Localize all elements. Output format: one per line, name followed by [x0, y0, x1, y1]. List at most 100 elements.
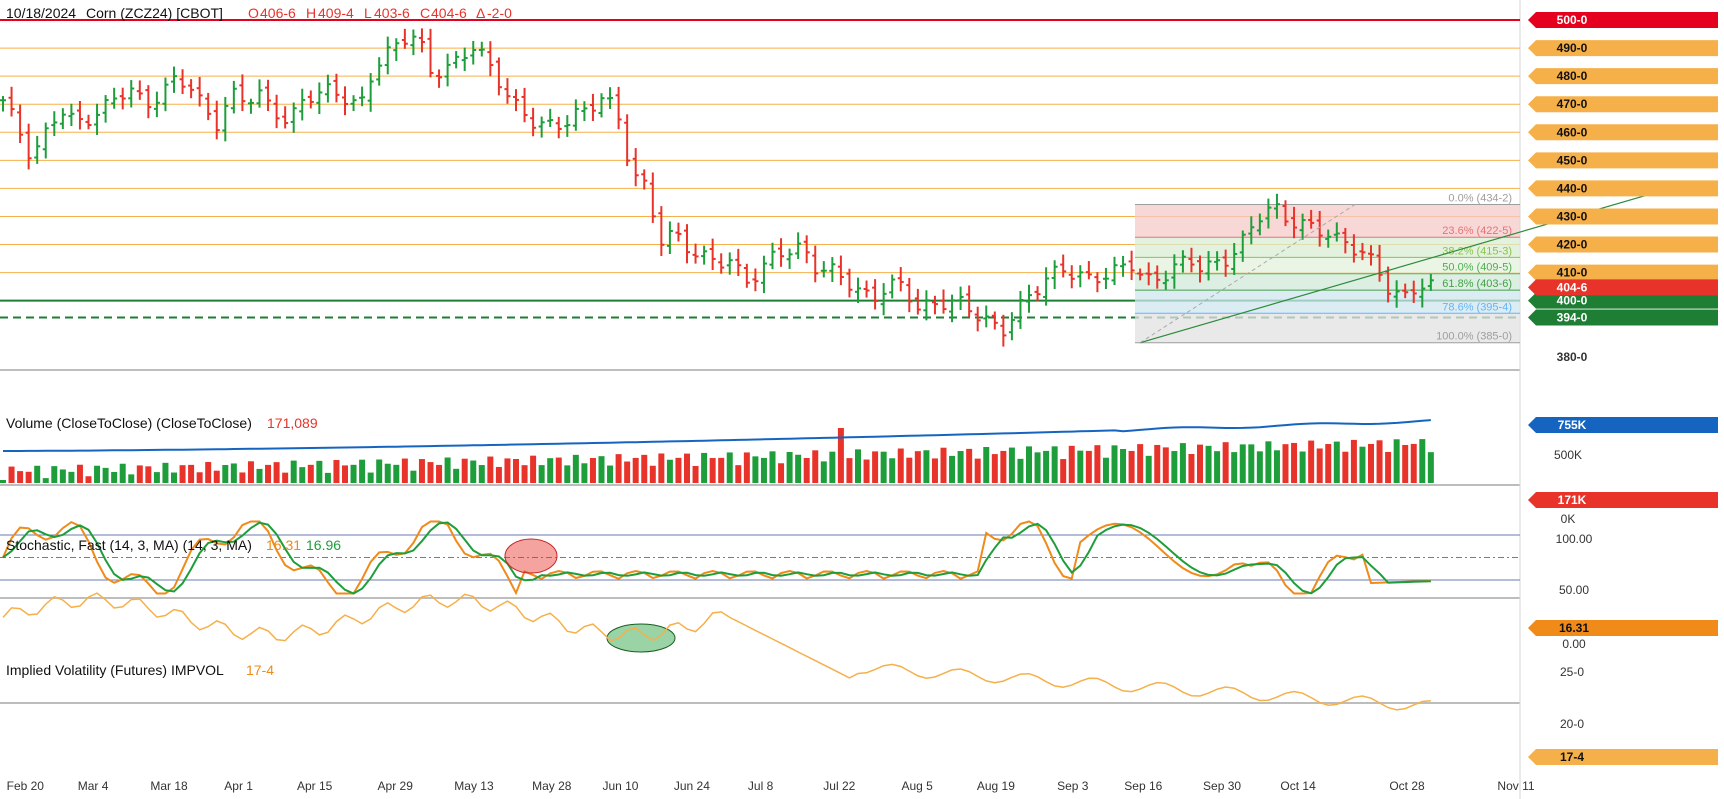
volume-bar: [949, 455, 956, 483]
volume-bar: [564, 465, 571, 483]
price-bar: [290, 102, 297, 133]
price-bar: [247, 98, 254, 114]
price-axis-tag: 420-0: [1528, 236, 1718, 253]
price-bar: [555, 116, 562, 139]
volume-bar: [581, 463, 588, 483]
price-bar: [1051, 260, 1058, 290]
volume-bar: [718, 457, 725, 483]
price-bar: [470, 40, 477, 65]
price-bar: [1308, 209, 1315, 229]
volume-title: Volume (CloseToClose) (CloseToClose): [6, 415, 252, 431]
volume-bar: [1094, 445, 1101, 483]
price-bar: [1179, 250, 1186, 273]
price-bar: [880, 283, 887, 316]
price-bar: [1137, 268, 1144, 281]
x-axis-date-label: Apr 1: [224, 779, 253, 793]
volume-bar: [196, 472, 203, 483]
volume-bar: [1111, 445, 1118, 483]
volume-bar: [1205, 445, 1212, 483]
volume-bar: [1145, 455, 1152, 483]
price-axis-tag: 410-0: [1528, 264, 1718, 281]
volume-bar: [1410, 443, 1417, 483]
price-bar: [1145, 262, 1152, 286]
price-bar: [1094, 272, 1101, 293]
price-axis-tag-label: 480-0: [1557, 69, 1588, 83]
volume-bar: [1128, 450, 1135, 483]
price-bar: [1376, 244, 1383, 282]
volume-bar: [119, 463, 126, 483]
price-bar: [820, 261, 827, 278]
volume-bar: [162, 462, 169, 483]
price-bar: [393, 38, 400, 62]
volume-bar: [795, 454, 802, 483]
price-bar: [487, 41, 494, 77]
x-axis-date-label: May 28: [532, 779, 572, 793]
volume-bar: [307, 464, 314, 483]
price-bar: [1000, 314, 1007, 347]
price-bar: [983, 305, 990, 328]
volume-bar: [1179, 443, 1186, 483]
price-bar: [273, 94, 280, 129]
x-axis-date-label: Jun 10: [602, 779, 638, 793]
stochastic-k-value: 16.31: [266, 537, 301, 553]
price-bar: [162, 77, 169, 112]
last-price-tag-bg: [1528, 279, 1718, 296]
volume-bar: [1376, 440, 1383, 483]
volume-bar: [1282, 444, 1289, 483]
price-bar: [359, 86, 366, 107]
volume-average-line: [3, 419, 1431, 452]
price-bar: [1282, 200, 1289, 227]
price-bar: [1085, 261, 1092, 280]
price-bar: [367, 73, 374, 112]
price-bar: [1111, 256, 1118, 286]
price-axis-tag: 470-0: [1528, 96, 1718, 113]
volume-bar: [692, 465, 699, 483]
price-bar: [906, 277, 913, 313]
volume-bar: [880, 451, 887, 483]
price-bar: [1154, 265, 1161, 289]
price-bar: [513, 89, 519, 112]
volume-bar: [889, 458, 896, 483]
volume-bar: [418, 459, 425, 483]
volume-bar: [0, 480, 6, 483]
price-bar: [572, 99, 579, 131]
volume-bar: [273, 462, 280, 483]
price-bar: [1410, 280, 1417, 303]
high-label: H: [306, 5, 316, 21]
stochastic-title: Stochastic, Fast (14, 3, MA) (14, 3, MA): [6, 537, 252, 553]
price-bar: [624, 114, 631, 167]
price-bar: [914, 288, 921, 315]
volume-bar: [1000, 450, 1007, 483]
close-label: C: [420, 5, 430, 21]
volume-bar: [615, 454, 622, 483]
price-axis-tag-bg: [1528, 236, 1718, 253]
price-bar: [453, 51, 460, 69]
volume-bar: [649, 465, 656, 483]
price-bar: [786, 248, 793, 269]
price-bar: [530, 107, 537, 137]
ivol-axis-tag: 17-4: [1528, 749, 1718, 765]
price-bar: [589, 93, 596, 121]
price-bar: [307, 90, 314, 109]
volume-bar: [1068, 445, 1075, 483]
volume-bar: [820, 461, 827, 483]
price-bar: [547, 108, 554, 127]
open-value: 406-6: [260, 5, 296, 21]
price-bar: [1265, 198, 1272, 229]
price-bar: [1034, 286, 1041, 302]
volume-bar: [1265, 441, 1272, 483]
volume-bar: [1026, 446, 1032, 483]
price-axis-tag-bg: [1528, 264, 1718, 281]
high-value: 409-4: [318, 5, 354, 21]
volume-bar: [213, 470, 220, 483]
volume-bar: [247, 461, 254, 483]
header-date: 10/18/2024: [6, 5, 76, 21]
volume-bar: [837, 428, 844, 483]
price-axis-tag: 380-0: [1557, 350, 1588, 364]
price-axis-tag-bg: [1528, 292, 1718, 309]
price-bar: [1060, 254, 1067, 278]
volume-bar: [769, 451, 776, 483]
overbought-highlight: [504, 538, 558, 574]
